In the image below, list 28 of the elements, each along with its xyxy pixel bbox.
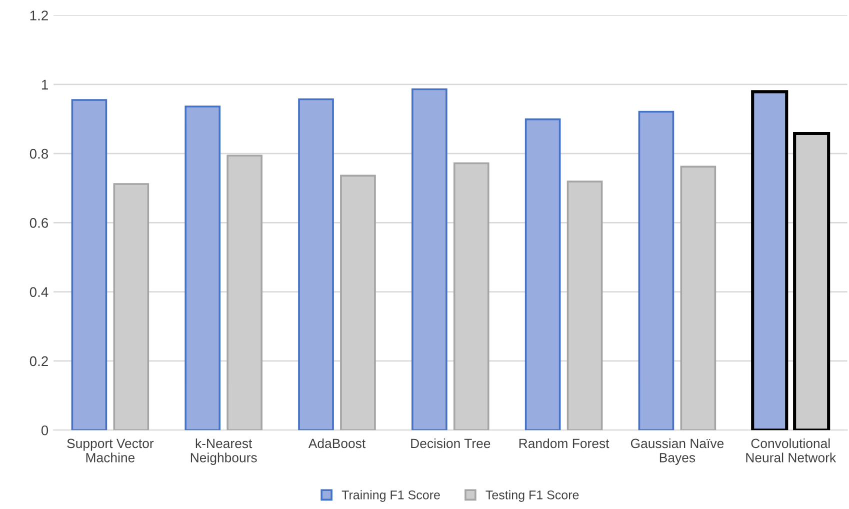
bar (340, 174, 376, 430)
x-tick-label: Convolutional Neural Network (746, 438, 836, 462)
y-tick-label: 0 (41, 425, 48, 436)
bar (226, 154, 262, 430)
x-tick-label: Decision Tree (411, 438, 490, 448)
bar (524, 118, 561, 430)
bar (680, 166, 716, 430)
bar (184, 106, 221, 430)
bar (566, 180, 603, 430)
bar (638, 110, 674, 430)
legend-label: Training F1 Score (342, 490, 440, 502)
x-tick-label: Support Vector Machine (67, 438, 154, 462)
bar (113, 183, 150, 430)
y-tick-label: 0.8 (30, 148, 48, 159)
y-tick-label: 0.2 (30, 356, 48, 366)
bar (453, 162, 490, 430)
bar (412, 88, 448, 430)
x-tick-label: Gaussian Naïve Bayes (630, 438, 724, 465)
y-tick-label: 0.6 (30, 218, 48, 228)
y-tick-label: 0.4 (30, 287, 48, 297)
y-tick-label: 1.2 (30, 10, 48, 20)
bar (298, 98, 334, 430)
y-tick-label: 1 (42, 80, 48, 90)
x-tick-label: Random Forest (519, 438, 610, 448)
x-tick-label: k-Nearest Neighbours (190, 438, 257, 465)
bar (71, 99, 108, 430)
x-tick-label: AdaBoost (308, 438, 366, 448)
legend-label: Testing F1 Score (486, 490, 579, 502)
